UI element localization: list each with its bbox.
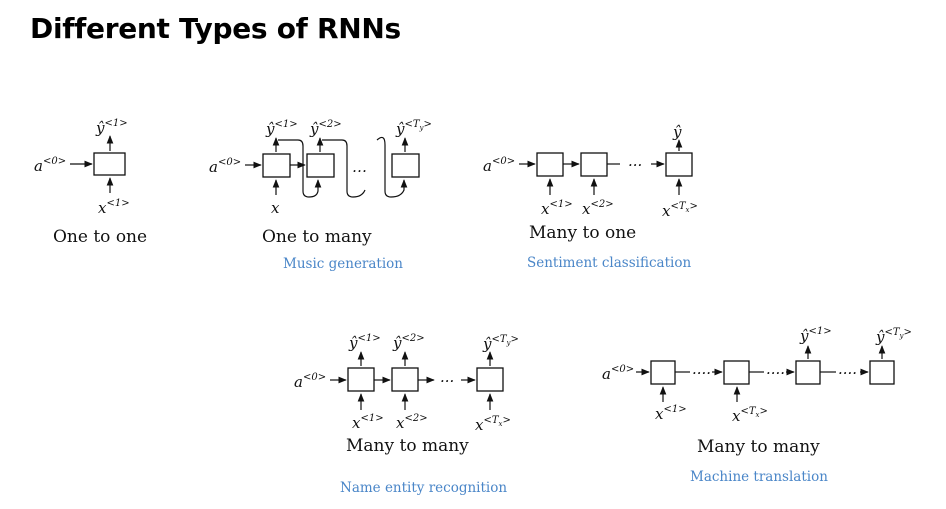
xT-label: x<Tx> [732,406,768,425]
y1-label: ŷ<1> [265,119,298,138]
diagram-many-to-many-equal: a<0> ··· ŷ<1> ŷ<2> ŷ<Ty> x<1> x<2> x<Tx>… [294,333,519,496]
rnn-cell-1 [347,367,375,392]
dots-decoder: ···· [838,364,857,382]
rnn-cell-T [476,367,504,392]
diagram-one-to-one: a<0> ŷ<1> x<1> One to one [34,118,147,247]
application-music-generation: Music generation [283,256,403,272]
yT-label: ŷ<Ty> [482,334,519,353]
caption-many-to-many-equal: Many to many [346,436,469,456]
a0-label: a<0> [602,364,634,383]
x1-label: x<1> [541,199,573,218]
x-label: x<1> [98,198,130,217]
decoder-cell-T [869,360,895,385]
page-title: Different Types of RNNs [30,12,401,45]
dots-encoder: ···· [692,364,711,382]
y1-label: ŷ<1> [799,326,832,345]
rnn-cell-1 [262,153,291,178]
diagram-many-to-many-encdec: a<0> ···· ···· ···· ŷ<1> ŷ<Ty> x<1> x<Tx… [602,326,912,485]
rnn-cell-T [665,152,693,177]
dots: … [352,158,367,176]
yT-label: ŷ<Ty> [875,327,912,346]
feedback-loop-2 [322,139,366,198]
y1-label: ŷ<1> [348,333,381,352]
y-label: ŷ<1> [95,118,128,137]
feedback-loop-1 [278,139,322,198]
dots: ··· [628,156,642,174]
rnn-cell-2 [306,153,335,178]
caption-many-to-many-encdec: Many to many [697,437,820,457]
feedback-loop-3 [376,136,408,198]
a0-label: a<0> [483,156,515,175]
application-name-entity-recognition: Name entity recognition [340,480,507,496]
xT-label: x<Tx> [475,415,511,434]
a0-label: a<0> [34,156,66,175]
x2-label: x<2> [396,413,428,432]
rnn-cell [93,152,126,176]
caption-one-to-many: One to many [262,227,372,247]
diagram-many-to-one: a<0> ··· ŷ x<1> x<2> x<Tx> Many to one S… [483,123,698,271]
diagram-one-to-many: a<0> … ŷ<1> ŷ<2> ŷ<Ty> x One to many Mus… [209,119,432,272]
dots: ··· [440,372,454,390]
caption-many-to-one: Many to one [529,223,636,243]
rnn-cell-2 [580,152,608,177]
x1-label: x<1> [352,413,384,432]
encoder-cell-T [723,360,750,385]
a0-label: a<0> [294,372,326,391]
y-label: ŷ [672,123,682,141]
rnn-cell-2 [391,367,419,392]
x2-label: x<2> [582,199,614,218]
application-machine-translation: Machine translation [690,469,828,485]
y2-label: ŷ<2> [392,333,425,352]
xT-label: x<Tx> [662,201,698,220]
encoder-cell-1 [650,360,676,385]
x-label: x [271,199,280,217]
dots-middle: ···· [766,364,785,382]
decoder-cell-1 [795,360,821,385]
x1-label: x<1> [655,404,687,423]
application-sentiment-classification: Sentiment classification [527,255,691,271]
y2-label: ŷ<2> [309,119,342,138]
a0-label: a<0> [209,157,241,176]
caption-one-to-one: One to one [53,227,147,247]
yT-label: ŷ<Ty> [395,119,432,138]
rnn-cell-1 [536,152,564,177]
rnn-cell-T [391,153,420,178]
